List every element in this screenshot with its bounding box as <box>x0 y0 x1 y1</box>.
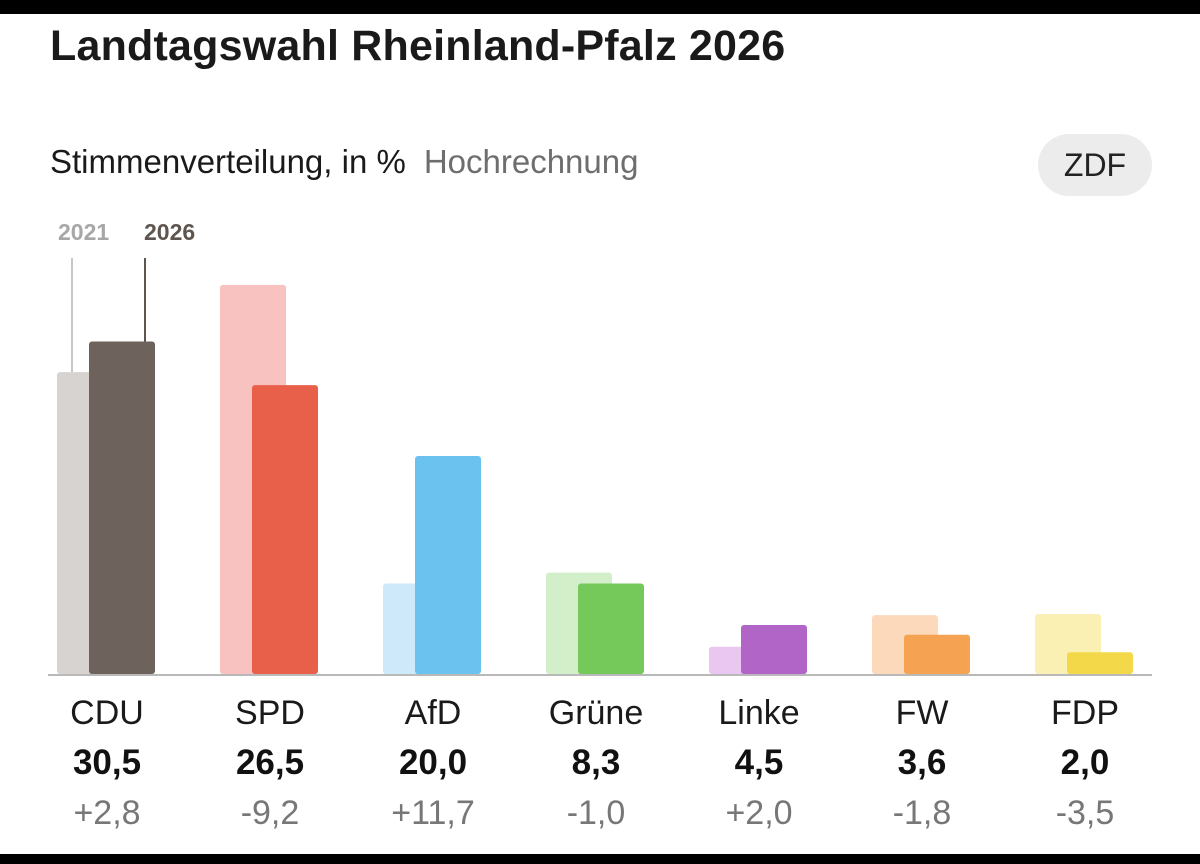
bar-2026-fw <box>904 634 970 674</box>
frame-bottom <box>0 854 1200 864</box>
page-title: Landtagswahl Rheinland-Pfalz 2026 <box>50 22 786 70</box>
bar-2026-spd <box>252 385 318 674</box>
chart-subtitle: Stimmenverteilung, in % Hochrechnung <box>50 143 638 181</box>
party-label-linke: Linke <box>718 694 799 732</box>
change-label-spd: -9,2 <box>241 794 300 832</box>
party-label-fdp: FDP <box>1051 694 1119 732</box>
bar-2026-afd <box>415 456 481 674</box>
change-label-fw: -1,8 <box>893 794 952 832</box>
value-label-fw: 3,6 <box>898 743 947 782</box>
value-label-linke: 4,5 <box>735 743 784 782</box>
change-label-afd: +11,7 <box>391 794 475 832</box>
bar-2026-linke <box>741 624 807 674</box>
change-label-cdu: +2,8 <box>73 794 140 832</box>
legend-year-current: 2026 <box>144 219 196 245</box>
party-label-spd: SPD <box>235 694 305 732</box>
subtitle-text: Stimmenverteilung, in % <box>50 143 406 180</box>
value-label-spd: 26,5 <box>236 743 304 782</box>
bar-2026-grne <box>578 583 644 674</box>
bar-2026-fdp <box>1067 652 1133 674</box>
source-badge: ZDF <box>1038 134 1152 196</box>
legend-year-previous: 2021 <box>58 219 110 245</box>
party-label-cdu: CDU <box>70 694 144 732</box>
change-label-linke: +2,0 <box>725 794 792 832</box>
party-label-grne: Grüne <box>549 694 644 732</box>
value-label-fdp: 2,0 <box>1061 743 1110 782</box>
party-label-afd: AfD <box>405 694 462 732</box>
frame-top <box>0 0 1200 14</box>
subtitle-note: Hochrechnung <box>423 143 639 180</box>
change-label-grne: -1,0 <box>567 794 626 832</box>
value-label-afd: 20,0 <box>399 743 467 782</box>
bar-2026-cdu <box>89 341 155 674</box>
change-label-fdp: -3,5 <box>1056 794 1115 832</box>
value-label-cdu: 30,5 <box>73 743 141 782</box>
value-label-grne: 8,3 <box>572 743 621 782</box>
party-label-fw: FW <box>896 694 949 732</box>
